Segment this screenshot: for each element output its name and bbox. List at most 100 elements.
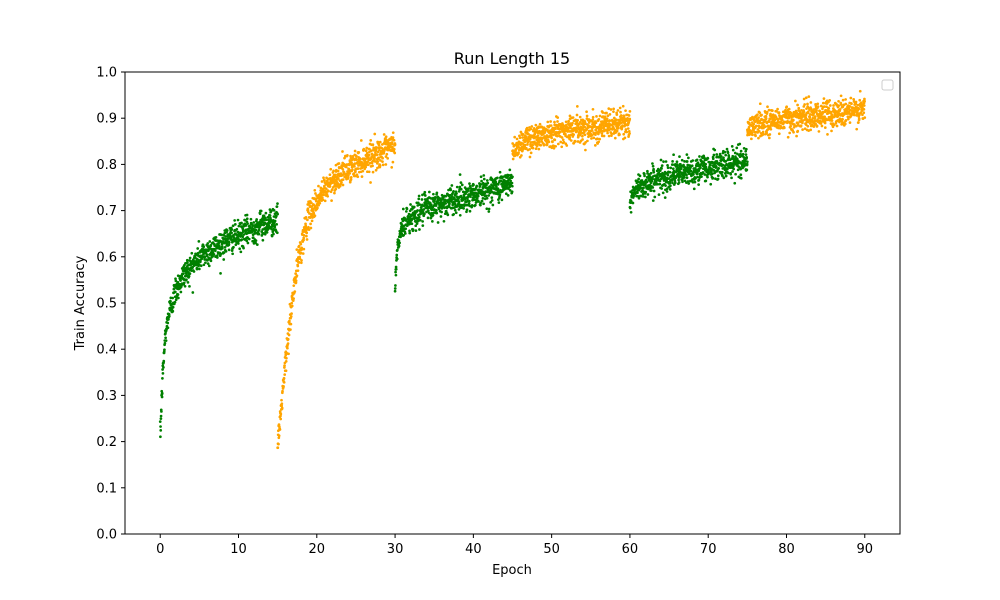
data-point [348, 172, 352, 175]
data-point [394, 284, 397, 287]
data-point [414, 212, 417, 215]
data-point [199, 260, 202, 264]
data-point [658, 182, 662, 186]
data-point [432, 211, 436, 215]
data-point [466, 197, 469, 201]
data-point [612, 107, 615, 111]
data-point [726, 167, 729, 171]
data-point [186, 261, 189, 264]
data-point [751, 133, 754, 137]
data-point [792, 118, 795, 122]
data-point [450, 195, 454, 198]
data-point [249, 217, 253, 221]
data-point [600, 126, 603, 130]
data-point [279, 417, 283, 421]
data-point [207, 264, 211, 268]
data-point [597, 140, 601, 144]
data-point [581, 138, 584, 141]
data-point [213, 249, 217, 253]
data-point [689, 169, 693, 173]
data-point [725, 163, 729, 167]
data-point [431, 213, 435, 217]
data-point [174, 279, 178, 283]
data-point [801, 121, 804, 125]
data-point [702, 161, 706, 164]
data-point [818, 119, 822, 123]
data-point [219, 233, 223, 237]
data-point [382, 151, 386, 155]
data-point [709, 182, 713, 186]
data-point [159, 417, 163, 420]
data-point [355, 173, 359, 177]
data-point [480, 199, 484, 203]
data-point [219, 252, 223, 256]
data-point [485, 207, 489, 211]
data-point [309, 226, 313, 230]
data-point [554, 144, 558, 148]
data-point [726, 151, 730, 155]
data-point [733, 181, 737, 185]
data-point [359, 157, 362, 161]
data-point [417, 215, 421, 219]
data-point [808, 115, 812, 119]
data-point [286, 342, 290, 345]
data-point [846, 117, 850, 121]
data-point [247, 237, 251, 241]
data-point [637, 177, 641, 181]
data-point [608, 119, 611, 122]
data-point [757, 130, 761, 133]
data-point [717, 166, 720, 170]
data-point [450, 198, 454, 201]
data-point [491, 203, 495, 207]
data-point [390, 166, 394, 169]
data-point [609, 108, 613, 111]
data-point [188, 284, 191, 288]
data-point [322, 193, 326, 197]
data-point [275, 205, 279, 208]
data-point [418, 218, 422, 222]
data-point [282, 376, 286, 380]
data-point [668, 170, 672, 174]
data-point [671, 167, 675, 171]
data-point [593, 144, 597, 147]
data-point [568, 136, 572, 139]
data-point [369, 139, 373, 142]
data-point [376, 166, 379, 170]
data-point [730, 176, 733, 180]
data-point [549, 120, 552, 123]
data-point [792, 130, 795, 134]
data-point [521, 142, 525, 145]
data-point [347, 174, 350, 177]
data-point [802, 97, 806, 101]
data-point [322, 176, 325, 180]
data-point [318, 201, 322, 205]
data-point [829, 110, 833, 114]
data-point [382, 133, 386, 136]
data-point [206, 242, 210, 245]
data-point [643, 174, 646, 178]
data-point [428, 190, 431, 194]
data-point [245, 217, 249, 221]
data-point [402, 233, 405, 237]
data-point [304, 216, 308, 219]
data-point [475, 197, 479, 200]
data-point [550, 146, 554, 150]
data-point [263, 221, 267, 225]
data-point [704, 179, 708, 183]
data-point [231, 224, 235, 228]
data-point [236, 242, 240, 245]
data-point [606, 114, 610, 118]
legend-box[interactable] [881, 79, 894, 91]
data-point [202, 245, 206, 249]
data-point [188, 256, 192, 260]
data-point [287, 352, 290, 356]
data-point [278, 428, 282, 431]
data-point [628, 206, 632, 210]
data-point [598, 130, 601, 134]
data-point [853, 111, 856, 114]
data-point [646, 193, 650, 196]
data-point [422, 208, 426, 211]
data-point [697, 169, 701, 173]
data-point [174, 290, 177, 294]
data-point [594, 121, 598, 125]
